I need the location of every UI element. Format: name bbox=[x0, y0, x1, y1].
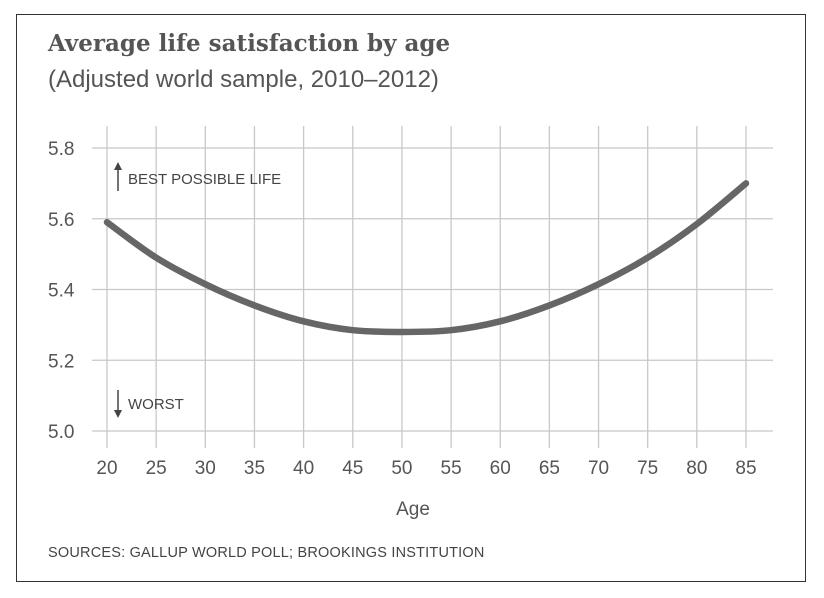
x-tick-label: 35 bbox=[244, 458, 265, 479]
x-tick-label: 50 bbox=[391, 458, 412, 479]
chart-frame bbox=[16, 14, 806, 582]
y-tick-label: 5.2 bbox=[48, 351, 74, 372]
x-axis-ticks: 20 25 30 35 40 45 50 55 60 65 70 75 80 85 bbox=[96, 458, 756, 479]
x-tick-label: 45 bbox=[342, 458, 363, 479]
x-tick-label: 20 bbox=[96, 458, 117, 479]
down-arrowhead-icon bbox=[114, 410, 122, 418]
x-axis-label: Age bbox=[396, 499, 430, 520]
annotation-worst-label: WORST bbox=[128, 396, 184, 413]
annotation-worst: WORST bbox=[114, 390, 184, 418]
x-tick-label: 80 bbox=[686, 458, 707, 479]
x-tick-label: 40 bbox=[293, 458, 314, 479]
x-tick-label: 55 bbox=[441, 458, 462, 479]
y-tick-label: 5.8 bbox=[48, 139, 74, 160]
chart-subtitle: (Adjusted world sample, 2010–2012) bbox=[48, 66, 439, 93]
x-tick-label: 65 bbox=[539, 458, 560, 479]
x-tick-label: 75 bbox=[637, 458, 658, 479]
chart-title: Average life satisfaction by age bbox=[48, 30, 451, 57]
y-axis-ticks: 5.0 5.2 5.4 5.6 5.8 bbox=[48, 139, 75, 443]
series-group bbox=[103, 180, 750, 336]
y-tick-label: 5.0 bbox=[48, 422, 74, 443]
y-tick-label: 5.4 bbox=[48, 281, 75, 302]
annotation-best: BEST POSSIBLE LIFE bbox=[114, 162, 281, 191]
up-arrowhead-icon bbox=[114, 162, 122, 170]
series-line bbox=[103, 180, 750, 336]
source-note: SOURCES: GALLUP WORLD POLL; BROOKINGS IN… bbox=[48, 545, 485, 561]
x-tick-label: 60 bbox=[490, 458, 511, 479]
x-tick-label: 30 bbox=[195, 458, 216, 479]
x-tick-label: 25 bbox=[146, 458, 167, 479]
grid bbox=[92, 126, 773, 448]
x-tick-label: 70 bbox=[588, 458, 609, 479]
annotation-best-label: BEST POSSIBLE LIFE bbox=[128, 171, 281, 188]
x-tick-label: 85 bbox=[735, 458, 756, 479]
y-tick-label: 5.6 bbox=[48, 210, 74, 231]
